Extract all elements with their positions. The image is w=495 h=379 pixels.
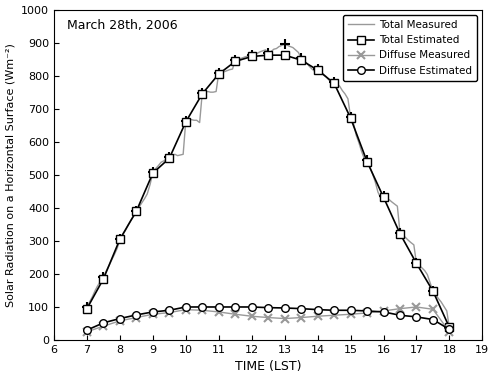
Diffuse Estimated [331, 308, 337, 313]
Diffuse Measured [331, 313, 337, 318]
Total Estimated [298, 58, 304, 63]
Diffuse Measured [133, 315, 139, 320]
Line: Diffuse Estimated: Diffuse Estimated [83, 303, 453, 334]
Diffuse Measured [298, 315, 304, 320]
Line: Total Estimated: Total Estimated [83, 51, 453, 331]
Total Estimated [84, 306, 90, 311]
Diffuse Measured [150, 312, 156, 316]
Total Estimated [117, 237, 123, 241]
Diffuse Measured [347, 312, 353, 316]
Legend: Total Measured, Total Estimated, Diffuse Measured, Diffuse Estimated: Total Measured, Total Estimated, Diffuse… [343, 15, 477, 81]
Diffuse Estimated [199, 305, 205, 309]
Total Estimated [133, 209, 139, 213]
Total Estimated [347, 116, 353, 120]
Total Measured [315, 67, 321, 71]
Diffuse Measured [166, 310, 172, 315]
Total Estimated [397, 231, 403, 236]
Diffuse Measured [446, 329, 452, 334]
Y-axis label: Solar Radiation on a Horizontal Surface (Wm⁻²): Solar Radiation on a Horizontal Surface … [5, 43, 15, 307]
Diffuse Estimated [282, 306, 288, 310]
Diffuse Measured [430, 307, 436, 312]
Diffuse Estimated [381, 310, 387, 314]
Total Measured [84, 305, 90, 309]
Diffuse Estimated [397, 313, 403, 318]
Total Estimated [232, 59, 238, 64]
Text: March 28th, 2006: March 28th, 2006 [67, 19, 177, 33]
Total Estimated [183, 120, 189, 124]
Total Estimated [216, 72, 222, 76]
Total Measured [282, 42, 288, 47]
Diffuse Estimated [117, 316, 123, 321]
Diffuse Measured [413, 305, 419, 309]
Diffuse Measured [315, 314, 321, 318]
Diffuse Measured [100, 324, 106, 329]
Diffuse Measured [397, 306, 403, 311]
Total Estimated [166, 156, 172, 161]
Total Estimated [100, 277, 106, 281]
Diffuse Measured [248, 314, 254, 318]
Total Measured [427, 281, 433, 285]
Line: Diffuse Measured: Diffuse Measured [83, 303, 453, 336]
Diffuse Measured [265, 315, 271, 320]
Diffuse Estimated [133, 313, 139, 317]
Total Estimated [248, 54, 254, 59]
Total Estimated [364, 159, 370, 164]
Diffuse Estimated [265, 305, 271, 310]
Total Estimated [381, 195, 387, 199]
Diffuse Estimated [364, 309, 370, 313]
Total Measured [446, 326, 452, 331]
Diffuse Estimated [446, 327, 452, 332]
Diffuse Estimated [150, 310, 156, 314]
Total Estimated [265, 53, 271, 58]
Diffuse Estimated [166, 308, 172, 313]
Total Estimated [315, 68, 321, 72]
Diffuse Measured [232, 312, 238, 316]
Diffuse Estimated [413, 315, 419, 319]
Diffuse Estimated [216, 305, 222, 309]
Diffuse Measured [199, 308, 205, 313]
Total Measured [109, 258, 115, 262]
Diffuse Measured [364, 311, 370, 315]
Diffuse Estimated [315, 307, 321, 312]
Total Estimated [150, 171, 156, 175]
Diffuse Estimated [183, 305, 189, 309]
Diffuse Measured [216, 310, 222, 314]
X-axis label: TIME (LST): TIME (LST) [235, 360, 301, 373]
Total Measured [326, 77, 332, 82]
Diffuse Estimated [430, 317, 436, 322]
Total Measured [436, 296, 442, 301]
Diffuse Measured [381, 309, 387, 313]
Total Measured [337, 84, 343, 89]
Total Estimated [430, 289, 436, 293]
Total Estimated [282, 53, 288, 58]
Diffuse Estimated [100, 321, 106, 325]
Diffuse Estimated [347, 308, 353, 313]
Total Estimated [331, 81, 337, 86]
Diffuse Measured [84, 329, 90, 334]
Diffuse Estimated [298, 306, 304, 311]
Total Estimated [199, 92, 205, 96]
Total Estimated [446, 325, 452, 330]
Diffuse Estimated [232, 305, 238, 309]
Diffuse Measured [282, 316, 288, 321]
Total Estimated [413, 261, 419, 266]
Diffuse Measured [117, 319, 123, 323]
Diffuse Estimated [248, 305, 254, 309]
Line: Total Measured: Total Measured [87, 44, 449, 329]
Diffuse Estimated [84, 328, 90, 332]
Diffuse Measured [183, 307, 189, 312]
